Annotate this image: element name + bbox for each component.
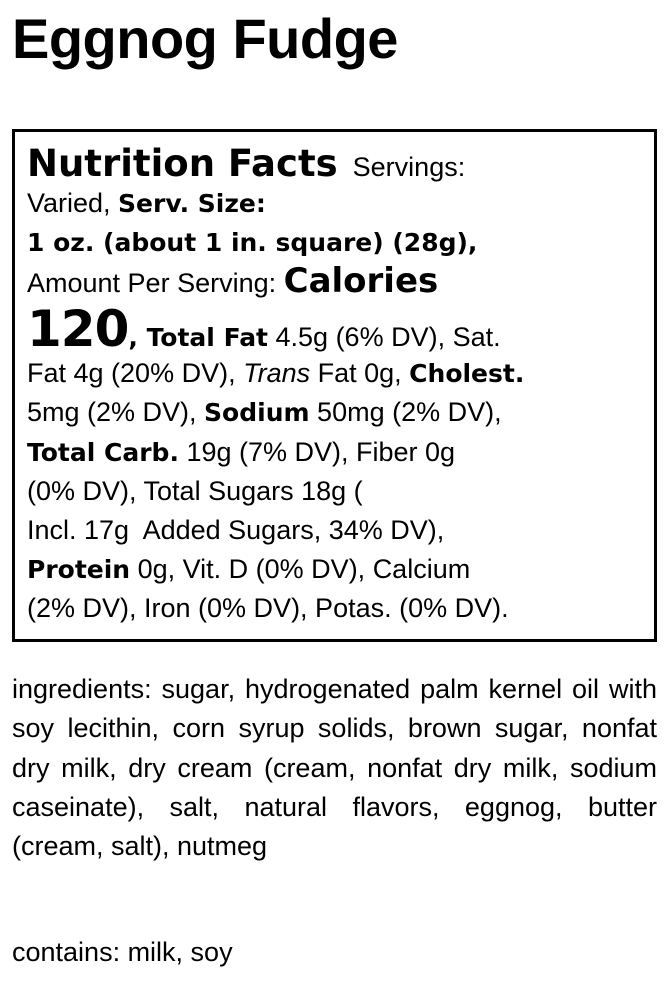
label-line: 1 oz. (about 1 in. square) (28g), [27,223,477,262]
label-segment: Total Carb. [27,438,179,467]
label-segment: Nutrition Facts [27,142,338,185]
label-line: 120, Total Fat 4.5g (6% DV), Sat. [27,304,501,357]
label-segment: 4.5g (6% DV), Sat. [268,322,501,352]
label-segment: Trans [243,358,311,388]
label-line: Fat 4g (20% DV), Trans Fat 0g, Cholest. [27,354,524,393]
label-segment: Servings: [337,152,466,182]
label-line: Nutrition Facts Servings: [27,144,465,187]
label-segment: Amount Per Serving: [27,268,284,298]
label-segment: 5mg (2% DV), [27,397,205,427]
allergens-text: contains: milk, soy [12,937,233,967]
label-segment: Fat 0g, [310,358,410,388]
label-line: Incl. 17g Added Sugars, 34% DV), [27,511,444,550]
label-line: (2% DV), Iron (0% DV), Potas. (0% DV). [27,589,509,628]
label-segment: 50mg (2% DV), [309,397,502,427]
label-segment: 120 [27,300,129,358]
label-line: 5mg (2% DV), Sodium 50mg (2% DV), [27,393,502,432]
label-segment: Sodium [204,398,310,427]
label-segment: 19g (7% DV), Fiber 0g [178,437,456,467]
label-line: Amount Per Serving: Calories [27,262,438,303]
label-segment: 1 oz. (about 1 in. square) (28g), [27,228,478,257]
label-line: Total Carb. 19g (7% DV), Fiber 0g [27,433,455,472]
label-segment: Fat 4g (20% DV), [27,358,244,388]
label-segment: , Total Fat [128,323,269,352]
label-line: (0% DV), Total Sugars 18g ( [27,472,363,511]
nutrition-facts-label: Nutrition Facts Servings: Varied, Serv. S… [12,129,657,642]
label-segment: Incl. 17g Added Sugars, 34% DV), [27,515,445,545]
label-line: Varied, Serv. Size: [27,184,266,223]
ingredients-text: ingredients: sugar, hydrogenated palm ke… [12,674,657,862]
label-segment: (0% DV), Total Sugars 18g ( [27,476,363,506]
product-title: Eggnog Fudge [12,7,398,70]
label-segment: (2% DV), Iron (0% DV), Potas. (0% DV). [27,593,509,623]
label-segment: Calories [283,261,439,301]
label-segment: Varied, [27,188,119,218]
label-line: Protein 0g, Vit. D (0% DV), Calcium [27,550,470,589]
label-segment: Protein [27,555,131,584]
label-segment: 0g, Vit. D (0% DV), Calcium [130,554,471,584]
label-segment: Serv. Size: [118,189,266,218]
label-segment: Cholest. [409,359,525,388]
